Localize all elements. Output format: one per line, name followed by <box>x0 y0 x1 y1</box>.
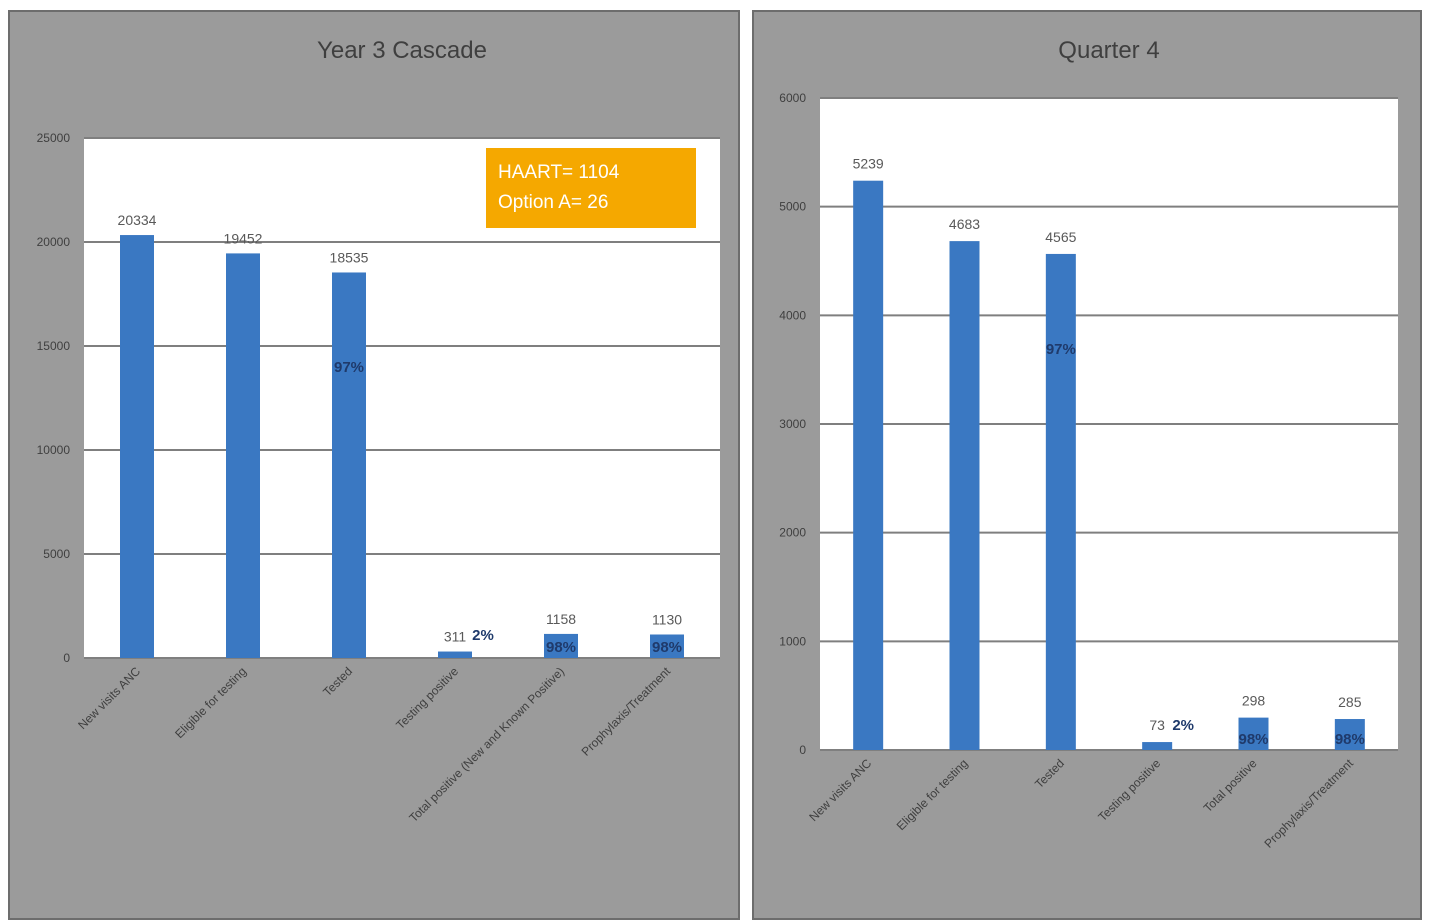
x-tick-label: Testing positive <box>393 664 461 732</box>
percent-label: 97% <box>334 359 364 376</box>
data-label: 1130 <box>652 611 682 627</box>
y-tick-label: 1000 <box>779 634 806 648</box>
bar <box>650 634 684 658</box>
data-label: 20334 <box>118 212 157 228</box>
y-tick-label: 5000 <box>779 200 806 214</box>
bar <box>544 633 578 658</box>
data-label: 4683 <box>949 216 980 232</box>
haart-annotation-box: HAART= 1104 Option A= 26 <box>486 148 696 228</box>
annotation-option-a: Option A= 26 <box>498 192 609 213</box>
y-tick-label: 3000 <box>779 417 806 431</box>
y-tick-label: 10000 <box>37 443 71 457</box>
y-tick-label: 5000 <box>43 547 70 561</box>
bar <box>226 253 260 658</box>
bar <box>332 272 366 658</box>
percent-label: 2% <box>472 627 494 644</box>
x-tick-label: Tested <box>320 664 355 699</box>
bar <box>1142 742 1173 750</box>
y-tick-label: 4000 <box>779 308 806 322</box>
data-label: 4565 <box>1045 229 1076 245</box>
chart-quarter4-svg: Quarter 4 0 1000 2000 3000 4000 5000 6000 5239 Ne… <box>779 37 1398 851</box>
bar <box>120 235 154 658</box>
percent-label: 98% <box>546 639 576 656</box>
x-tick-label: Eligible for testing <box>894 756 971 833</box>
data-label: 18535 <box>330 249 369 265</box>
y-tick-label: 0 <box>63 651 70 665</box>
bar <box>1334 719 1365 750</box>
y-tick-label: 2000 <box>779 526 806 540</box>
chart-panel-quarter4: Quarter 4 0 1000 2000 3000 4000 5000 6000 5239 Ne… <box>752 10 1422 920</box>
x-tick-label: New visits ANC <box>75 664 143 732</box>
x-tick-label: Tested <box>1032 756 1067 791</box>
x-tick-label: Testing positive <box>1095 756 1163 824</box>
x-tick-label: Eligible for testing <box>172 664 249 741</box>
y-tick-label: 15000 <box>37 339 71 353</box>
chart-panel-year3: Year 3 Cascade 0 5000 10000 15000 20000 25000 2… <box>8 10 740 920</box>
y-tick-label: 20000 <box>37 235 71 249</box>
y-tick-label: 6000 <box>779 91 806 105</box>
y-tick-label: 25000 <box>37 131 71 145</box>
data-label: 311 <box>444 629 467 645</box>
bar <box>1238 717 1269 750</box>
percent-label: 2% <box>1172 717 1194 734</box>
x-tick-label: Total positive <box>1201 756 1260 815</box>
data-label: 19452 <box>224 230 263 246</box>
data-label: 285 <box>1338 694 1362 710</box>
bar <box>949 241 980 750</box>
chart-title: Year 3 Cascade <box>317 37 487 64</box>
percent-label: 98% <box>1238 731 1268 748</box>
percent-label: 98% <box>652 639 682 656</box>
y-tick-label: 0 <box>799 743 806 757</box>
data-label: 5239 <box>853 156 884 172</box>
bar <box>438 651 472 658</box>
x-tick-label: Prophylaxis/Treatment <box>1261 756 1356 851</box>
data-label: 298 <box>1242 693 1266 709</box>
data-label: 1158 <box>546 611 576 627</box>
x-tick-label: New visits ANC <box>806 756 874 824</box>
annotation-haart: HAART= 1104 <box>498 162 620 183</box>
percent-label: 97% <box>1046 341 1076 358</box>
percent-label: 98% <box>1335 731 1365 748</box>
bar <box>1045 253 1076 751</box>
bar <box>853 180 884 751</box>
data-label: 73 <box>1149 717 1165 733</box>
x-tick-label: Prophylaxis/Treatment <box>579 664 674 759</box>
chart-title: Quarter 4 <box>1058 37 1159 64</box>
